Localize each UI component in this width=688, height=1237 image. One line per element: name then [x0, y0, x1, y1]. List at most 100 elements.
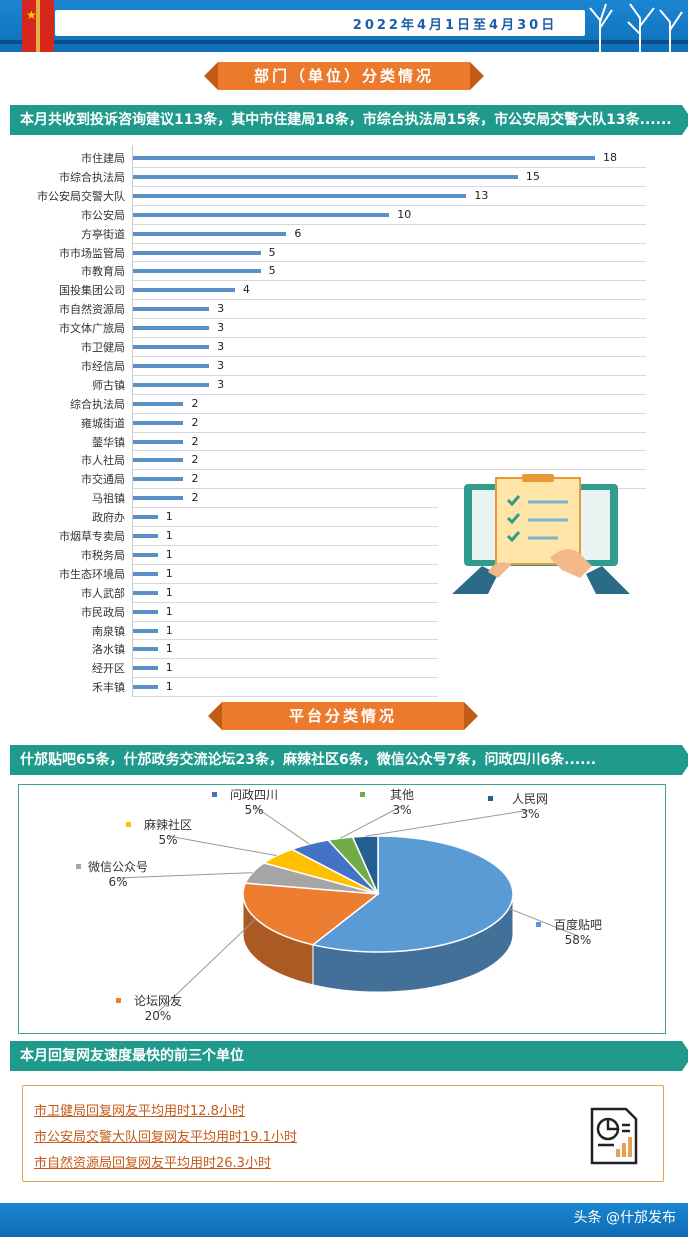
bar-value-label: 5 — [268, 245, 276, 259]
bar-category-label: 市税务局 — [81, 548, 125, 562]
bar-category-label: 禾丰镇 — [92, 681, 125, 695]
bar-gridline — [132, 280, 646, 282]
bar-value-label: 2 — [191, 491, 199, 505]
bar-gridline — [132, 242, 646, 244]
bar-category-label: 市交通局 — [81, 473, 125, 487]
bar-category-label: 政府办 — [92, 511, 125, 525]
bar-value-label: 2 — [191, 434, 199, 448]
bar-category-label: 国投集团公司 — [59, 284, 125, 298]
bar-axis — [132, 145, 133, 698]
bar-category-label: 市人武部 — [81, 586, 125, 600]
bar-gridline — [132, 374, 646, 376]
bar-gridline — [132, 204, 646, 206]
bar-gridline — [132, 696, 438, 698]
bar — [132, 307, 210, 312]
pie-legend-swatch — [212, 792, 217, 797]
pie-leader-line — [253, 805, 310, 845]
bar-gridline — [132, 299, 646, 301]
bar-value-label: 1 — [165, 642, 173, 656]
bar-category-label: 市公安局 — [81, 208, 125, 222]
bar-gridline — [132, 355, 646, 357]
bar-category-label: 市教育局 — [81, 265, 125, 279]
bar-gridline — [132, 412, 646, 414]
bar-category-label: 雍城街道 — [81, 416, 125, 430]
pie-category-label: 百度贴吧 — [554, 917, 602, 932]
bar — [132, 552, 158, 557]
pie-value-label: 20% — [145, 1009, 172, 1023]
bar — [132, 647, 158, 652]
bar-gridline — [132, 488, 646, 490]
section1-summary-text: 本月共收到投诉咨询建议113条，其中市住建局18条，市综合执法局15条，市公安局… — [20, 112, 672, 128]
bar-gridline — [132, 544, 438, 546]
fastest-units-box — [22, 1085, 664, 1182]
pie-category-label: 论坛网友 — [134, 994, 182, 1008]
section3-title: 本月回复网友速度最快的前三个单位 — [10, 1041, 688, 1071]
bar-gridline — [132, 223, 646, 225]
bar-category-label: 市烟草专卖局 — [59, 530, 125, 543]
bar-category-label: 市公安局交警大队 — [37, 189, 125, 203]
section1-summary: 本月共收到投诉咨询建议113条，其中市住建局18条，市综合执法局15条，市公安局… — [10, 105, 688, 135]
bar-category-label: 市人社局 — [81, 454, 125, 468]
banner-wing-right — [470, 62, 484, 90]
bar — [132, 212, 390, 217]
bar-value-label: 3 — [217, 302, 225, 316]
footer-bar — [0, 1203, 688, 1237]
bar-value-label: 2 — [191, 472, 199, 486]
bar-gridline — [132, 337, 646, 338]
bar-category-label: 经开区 — [92, 662, 125, 676]
bar-value-label: 6 — [294, 226, 302, 240]
bar-category-label: 方亭街道 — [81, 227, 125, 241]
bar-category-label: 市综合执法局 — [59, 170, 125, 184]
pie-value-label: 3% — [392, 803, 411, 817]
bar — [132, 288, 235, 293]
pie-value-label: 3% — [520, 807, 539, 821]
section2-summary-text: 什邡贴吧65条，什邡政务交流论坛23条，麻辣社区6条，微信公众号7条，问政四川6… — [20, 752, 597, 768]
pie-legend-swatch — [116, 998, 121, 1003]
bar — [132, 174, 518, 179]
pie-category-label: 人民网 — [512, 792, 548, 806]
pie-legend-swatch — [536, 922, 541, 927]
bar — [132, 345, 210, 349]
bar-gridline — [132, 469, 646, 471]
pie-slice — [311, 835, 514, 953]
section3-title-text: 本月回复网友速度最快的前三个单位 — [20, 1048, 244, 1064]
bar-value-label: 1 — [165, 680, 173, 694]
bar — [132, 363, 210, 368]
bar-value-label: 1 — [165, 529, 173, 542]
bar-value-label: 2 — [191, 453, 199, 467]
department-bar-chart: 市住建局 18 市综合执法局 15 市公安局交警大队 13 市公安局 10 方亭街道 6 市市场监管… — [0, 145, 688, 698]
flag-icon: ★ — [22, 0, 54, 52]
bar-gridline — [132, 582, 438, 584]
bar-gridline — [132, 601, 438, 603]
bar — [132, 231, 287, 236]
date-strip — [55, 10, 585, 36]
bar-value-label: 18 — [603, 151, 617, 164]
pie-category-label: 问政四川 — [230, 788, 278, 802]
fastest-unit-1[interactable]: 市卫健局回复网友平均用时12.8小时 — [34, 1104, 245, 1119]
bar — [132, 590, 158, 595]
bar — [132, 382, 210, 387]
pie-value-label: 5% — [158, 833, 177, 847]
bar-value-label: 2 — [191, 396, 199, 410]
clipboard-illustration-icon — [452, 474, 630, 594]
bar — [132, 439, 184, 444]
bar-category-label: 市民政局 — [81, 605, 125, 619]
platform-pie-box — [18, 784, 666, 1034]
bar — [132, 496, 184, 501]
bar — [132, 326, 210, 331]
fastest-unit-3[interactable]: 市自然资源局回复网友平均用时26.3小时 — [34, 1156, 271, 1171]
bar-value-label: 1 — [165, 604, 173, 618]
bar-value-label: 5 — [268, 264, 276, 278]
bar — [132, 515, 158, 520]
bar-value-label: 4 — [242, 283, 250, 297]
fastest-unit-2[interactable]: 市公安局交警大队回复网友平均用时19.1小时 — [34, 1130, 297, 1145]
bar — [132, 193, 467, 198]
bar-value-label: 1 — [165, 566, 173, 580]
bar-gridline — [132, 431, 646, 433]
bar-category-label: 市卫健局 — [81, 341, 125, 354]
bar — [132, 420, 184, 425]
pie-leader-line — [340, 805, 403, 839]
bar-gridline — [132, 507, 438, 509]
bar — [132, 401, 184, 406]
tree-icon — [589, 3, 683, 52]
